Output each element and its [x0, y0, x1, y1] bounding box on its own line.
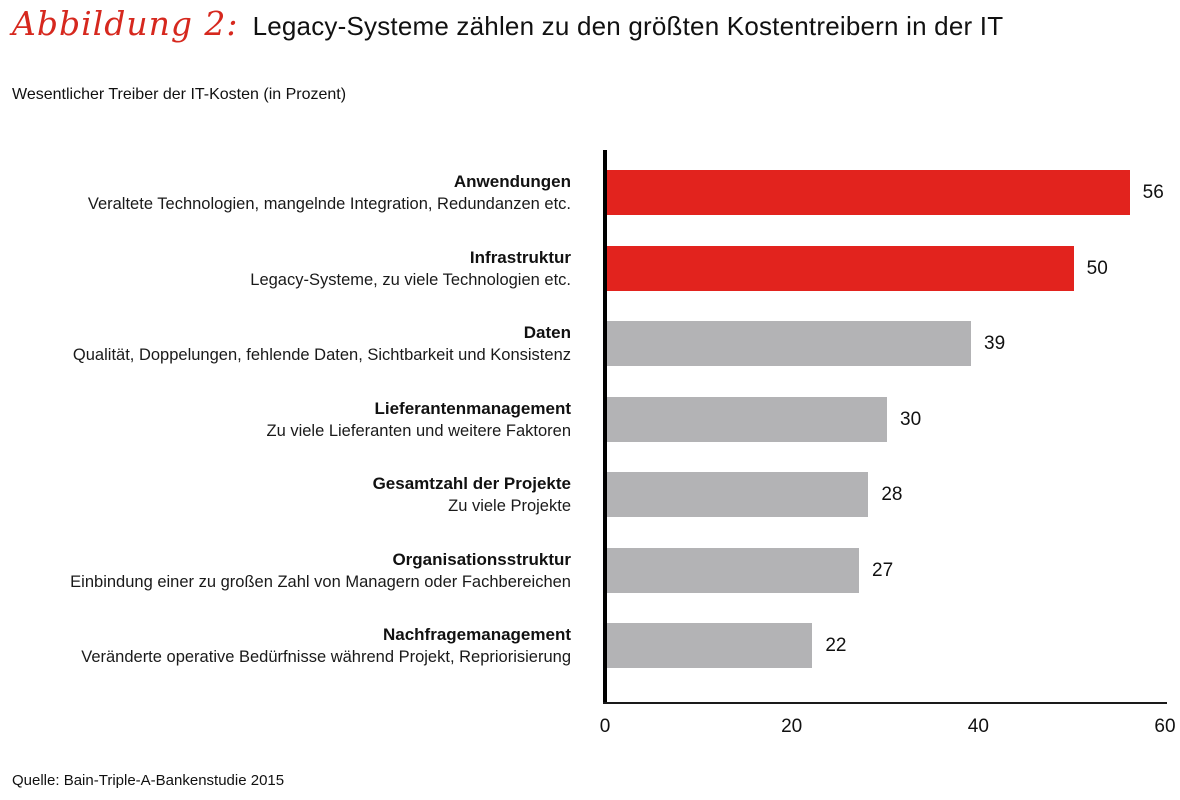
- bar-value-label: 56: [1142, 182, 1164, 203]
- bar-row: Daten Qualität, Doppelungen, fehlende Da…: [0, 321, 1180, 397]
- category-description: Veränderte operative Bedürfnisse während…: [81, 648, 571, 666]
- category-description: Qualität, Doppelungen, fehlende Daten, S…: [72, 346, 571, 364]
- bar-rows: Anwendungen Veraltete Technologien, mang…: [0, 170, 1180, 699]
- x-axis-tick-labels: 0 20 40 60: [600, 716, 1176, 744]
- bar-value-label: 39: [984, 333, 1006, 354]
- category-label: Daten: [523, 323, 571, 342]
- x-axis-line: [603, 702, 1167, 704]
- row-label: Daten Qualität, Doppelungen, fehlende Da…: [0, 321, 571, 366]
- row-label: Anwendungen Veraltete Technologien, mang…: [0, 170, 571, 215]
- bar-row: Nachfragemanagement Veränderte operative…: [0, 623, 1180, 699]
- figure-number-label: Abbildung 2:: [12, 4, 239, 43]
- bar: [607, 396, 887, 442]
- category-label: Gesamtzahl der Projekte: [372, 474, 571, 493]
- bar: [607, 321, 971, 366]
- category-label: Organisationsstruktur: [392, 549, 571, 569]
- x-axis-tick-label: 0: [599, 716, 611, 737]
- bar-value-label: 50: [1086, 257, 1108, 279]
- row-label: Organisationsstruktur Einbindung einer z…: [0, 548, 571, 593]
- category-label: Nachfragemanagement: [382, 625, 571, 644]
- bar-value-label: 22: [825, 635, 847, 656]
- category-description: Veraltete Technologien, mangelnde Integr…: [87, 195, 571, 213]
- row-plot: 56: [607, 170, 1167, 215]
- row-plot: 27: [607, 547, 1167, 593]
- bar-value-label: 30: [900, 408, 922, 430]
- bar: [607, 170, 1130, 215]
- bar: [607, 547, 859, 593]
- category-label: Infrastruktur: [469, 247, 571, 267]
- category-description: Zu viele Lieferanten und weitere Faktore…: [266, 421, 571, 440]
- x-axis-tick-label: 20: [781, 716, 803, 737]
- x-axis-tick-label: 40: [967, 716, 989, 737]
- row-label: Gesamtzahl der Projekte Zu viele Projekt…: [0, 472, 571, 517]
- figure-title: Abbildung 2: Legacy-Systeme zählen zu de…: [12, 4, 1003, 43]
- chart-subtitle: Wesentlicher Treiber der IT-Kosten (in P…: [12, 86, 347, 103]
- figure-title-text: Legacy-Systeme zählen zu den größten Kos…: [252, 11, 1004, 41]
- category-description: Legacy-Systeme, zu viele Technologien et…: [250, 270, 571, 289]
- row-plot: 30: [607, 396, 1167, 442]
- y-axis-line: [603, 150, 607, 704]
- category-label: Anwendungen: [453, 172, 571, 191]
- bar: [607, 623, 813, 668]
- category-label: Lieferantenmanagement: [374, 398, 572, 418]
- source-note: Quelle: Bain-Triple-A-Bankenstudie 2015: [12, 772, 285, 789]
- category-description: Zu viele Projekte: [448, 497, 571, 515]
- bar: [607, 245, 1074, 291]
- bar-value-label: 27: [872, 559, 894, 581]
- bar-row: Anwendungen Veraltete Technologien, mang…: [0, 170, 1180, 246]
- bar-row: Lieferantenmanagement Zu viele Lieferant…: [0, 396, 1180, 473]
- row-label: Nachfragemanagement Veränderte operative…: [0, 623, 571, 668]
- bar-chart: Anwendungen Veraltete Technologien, mang…: [0, 150, 1180, 750]
- bar-value-label: 28: [881, 484, 903, 505]
- row-plot: 22: [607, 623, 1167, 668]
- category-description: Einbindung einer zu großen Zahl von Mana…: [70, 572, 571, 591]
- bar-row: Gesamtzahl der Projekte Zu viele Projekt…: [0, 472, 1180, 548]
- bar-row: Infrastruktur Legacy-Systeme, zu viele T…: [0, 245, 1180, 322]
- row-label: Lieferantenmanagement Zu viele Lieferant…: [0, 397, 571, 442]
- x-axis-tick-label: 60: [1154, 716, 1176, 737]
- row-plot: 28: [607, 472, 1167, 517]
- row-plot: 39: [607, 321, 1167, 366]
- row-label: Infrastruktur Legacy-Systeme, zu viele T…: [0, 246, 571, 291]
- bar-row: Organisationsstruktur Einbindung einer z…: [0, 547, 1180, 624]
- bar: [607, 472, 869, 517]
- row-plot: 50: [607, 245, 1167, 291]
